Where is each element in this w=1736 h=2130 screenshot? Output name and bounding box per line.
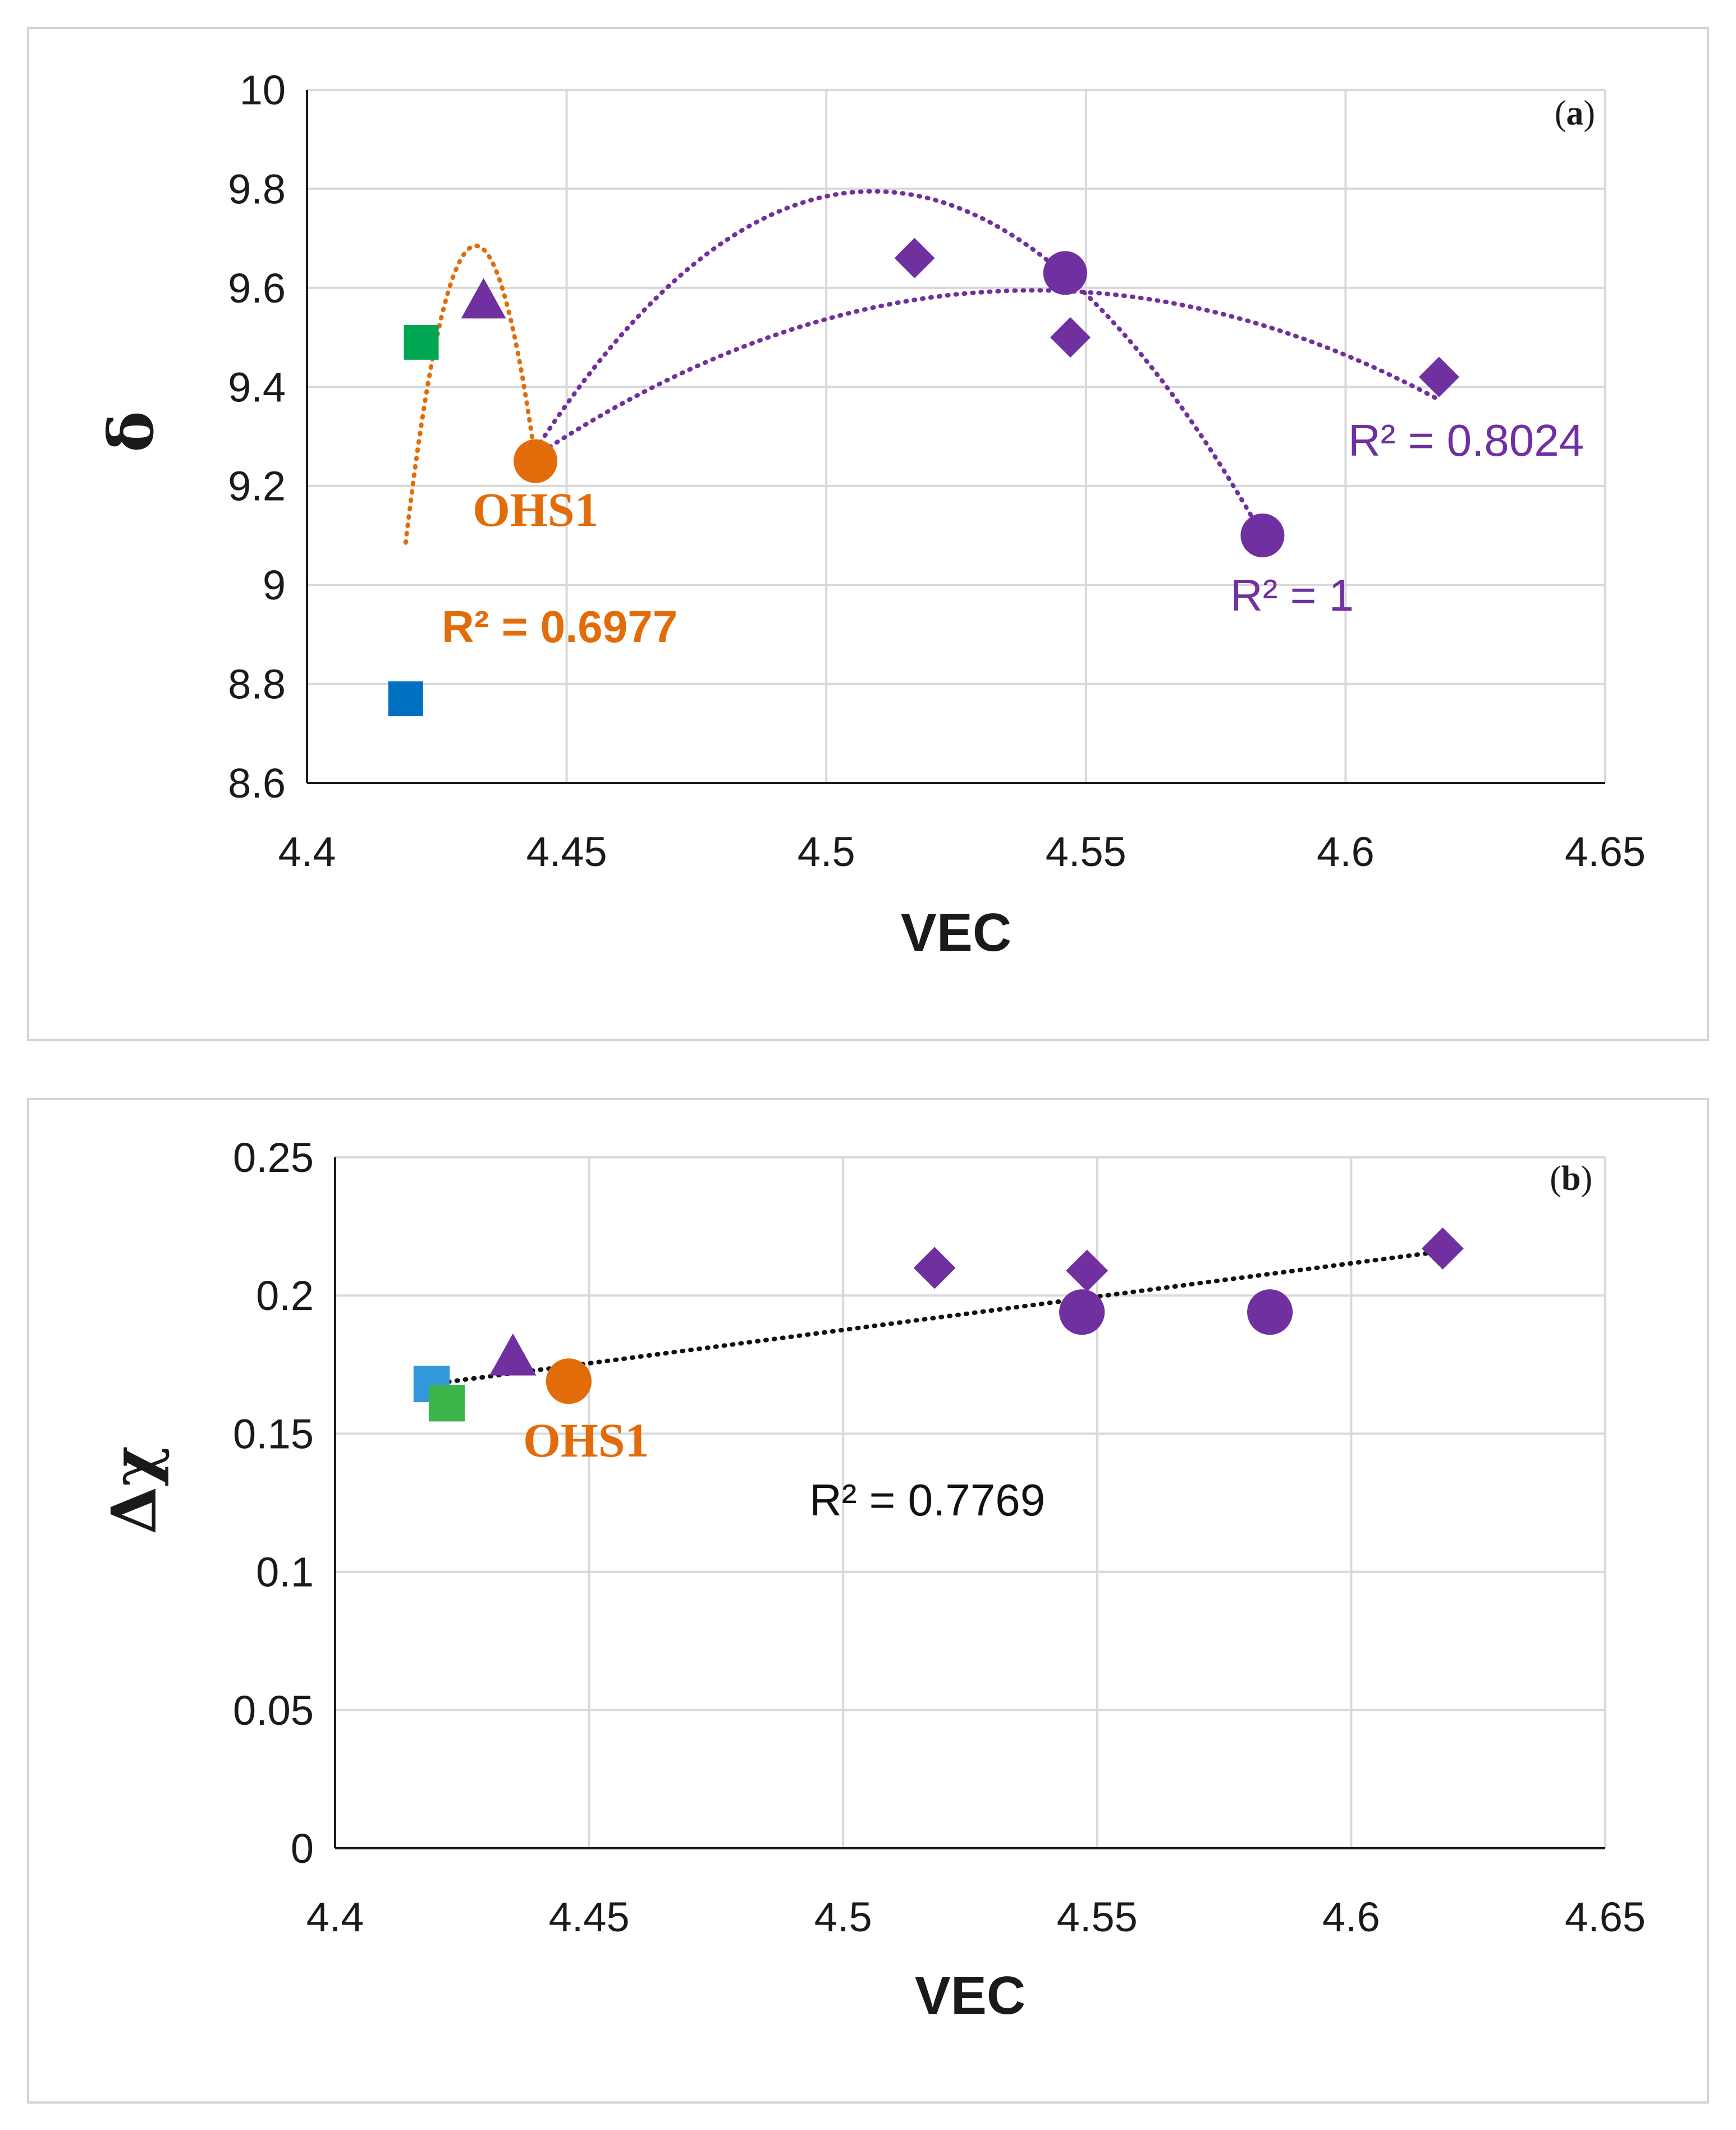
chart-a-x-tick-label: 4.65 <box>1565 828 1646 875</box>
chart-b-x-tick-label: 4.4 <box>306 1894 364 1940</box>
chart-b-x-tick-label: 4.5 <box>814 1894 872 1940</box>
chart-b-x-tick-label: 4.65 <box>1565 1894 1646 1940</box>
chart-a-trendline-purple-diamond-poly <box>533 288 1441 459</box>
chart-a-trendline-purple-circle-poly <box>533 189 1265 538</box>
chart-b-x-tick-label: 4.6 <box>1322 1894 1380 1940</box>
chart-a-annotation-ohs1: OHS1 <box>473 483 599 537</box>
chart-a-y-tick-label: 9 <box>263 562 286 608</box>
chart-panel-a: 4.4 4.45 4.5 4.55 4.6 4.65 8.6 8.8 9 9.2 9.4 9.6 9.8… <box>27 27 1709 1041</box>
chart-b-point-purple-diamond <box>913 1247 956 1289</box>
chart-a-panel-tag-letter: a <box>1566 94 1583 132</box>
chart-b-y-tick-label: 0.2 <box>256 1272 314 1319</box>
chart-b-y-tick-label: 0.15 <box>233 1410 314 1457</box>
chart-b-trendline-black-linear <box>429 1249 1445 1386</box>
chart-b-y-tick-label: 0 <box>291 1825 314 1872</box>
chart-a-point-purple-circle <box>1043 251 1087 295</box>
chart-a-y-axis-label: δ <box>95 411 167 452</box>
chart-a-r2-label-orange-poly: R² = 0.6977 <box>442 602 677 652</box>
chart-a-x-tick-label: 4.5 <box>798 828 855 875</box>
chart-a-y-tick-label: 8.6 <box>228 760 286 807</box>
chart-a-trendline-orange-poly <box>403 243 538 545</box>
chart-b-x-tick-label: 4.45 <box>549 1894 630 1940</box>
chart-b-point-purple-circle <box>1059 1289 1105 1335</box>
chart-b-y-tick-label: 0.05 <box>233 1687 314 1734</box>
chart-b-svg: 4.4 4.45 4.5 4.55 4.6 4.65 0 0.05 0.1 0.15 0.2 0.25… <box>98 1134 1646 2026</box>
chart-a-point-OHS1 <box>514 439 558 483</box>
chart-a-y-tick-label: 9.8 <box>228 166 286 212</box>
chart-panel-b: 4.4 4.45 4.5 4.55 4.6 4.65 0 0.05 0.1 0.15 0.2 0.25… <box>27 1098 1709 2104</box>
chart-b-x-tick-label: 4.55 <box>1057 1894 1138 1940</box>
chart-a-point-blue-square <box>388 681 423 717</box>
chart-b-y-tick-label: 0.1 <box>256 1549 314 1596</box>
chart-b-panel-tag: (b) <box>1550 1160 1592 1198</box>
chart-b-point-green-square <box>428 1385 465 1422</box>
chart-a-svg: 4.4 4.45 4.5 4.55 4.6 4.65 8.6 8.8 9 9.2 9.4 9.6 9.8… <box>95 67 1646 963</box>
chart-b-point-OHS1 <box>546 1358 592 1404</box>
chart-a-x-tick-label: 4.6 <box>1317 828 1375 875</box>
chart-b-panel-tag-letter: b <box>1561 1160 1581 1198</box>
chart-b-x-axis-label: VEC <box>915 1966 1025 2026</box>
chart-b-y-axis-label: Δχ <box>98 1446 170 1534</box>
chart-b-r2-label-black-linear: R² = 0.7769 <box>809 1475 1045 1525</box>
chart-b-point-purple-triangle <box>489 1333 537 1376</box>
chart-a-point-purple-triangle <box>461 278 506 319</box>
chart-b-point-purple-diamond <box>1421 1227 1464 1270</box>
chart-a-y-tick-label: 8.8 <box>228 661 286 708</box>
chart-a-y-tick-label: 9.6 <box>228 265 286 312</box>
chart-a-r2-label-purple-diamond-poly: R² = 0.8024 <box>1348 415 1584 465</box>
chart-b-point-purple-circle <box>1247 1289 1293 1335</box>
chart-a-point-green-square <box>404 324 439 360</box>
chart-a-panel-tag: (a) <box>1555 94 1595 132</box>
chart-b-y-tick-label: 0.25 <box>233 1134 314 1181</box>
chart-a-point-purple-diamond <box>1050 317 1091 358</box>
chart-a-point-purple-diamond <box>1418 356 1459 397</box>
chart-a-r2-label-purple-circle-poly: R² = 1 <box>1230 570 1354 620</box>
chart-a-y-tick-label: 9.4 <box>228 364 286 410</box>
chart-a-point-purple-circle <box>1240 513 1285 557</box>
chart-a-x-tick-label: 4.45 <box>526 828 607 875</box>
chart-a-y-tick-label: 10 <box>240 67 286 113</box>
chart-a-x-tick-label: 4.55 <box>1046 828 1126 875</box>
chart-a-y-tick-label: 9.2 <box>228 463 286 510</box>
chart-a-point-purple-diamond <box>894 237 935 278</box>
chart-b-annotation-ohs1: OHS1 <box>523 1413 649 1467</box>
chart-b-point-purple-diamond <box>1066 1249 1109 1292</box>
chart-a-x-axis-label: VEC <box>901 903 1011 963</box>
chart-a-x-tick-label: 4.4 <box>278 828 336 875</box>
